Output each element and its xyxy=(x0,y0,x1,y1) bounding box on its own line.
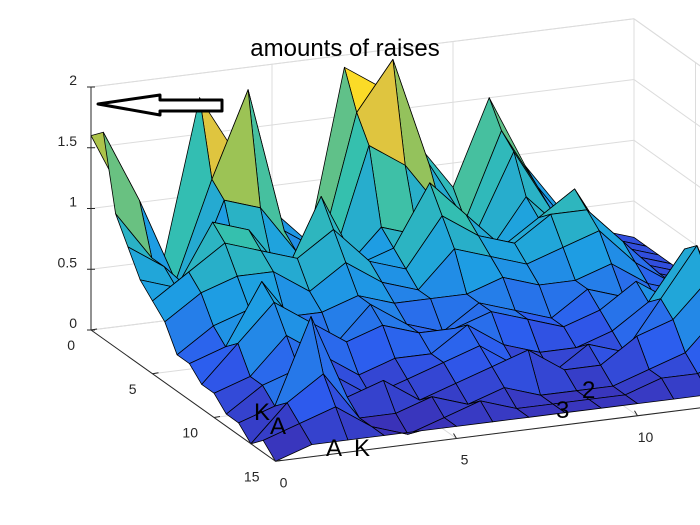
annotation-a-bottom: A xyxy=(326,435,342,462)
y-axis-line xyxy=(275,407,700,462)
y-tick-mark xyxy=(272,455,276,462)
x-tick-label: 0 xyxy=(67,337,75,353)
gridline xyxy=(633,139,700,188)
x-axis-line xyxy=(90,329,276,462)
z-tick-label: 1 xyxy=(69,194,77,210)
x-tick-label: 15 xyxy=(244,468,260,484)
surface-facet xyxy=(262,423,313,462)
x-tick-label: 10 xyxy=(182,425,198,441)
y-tick-mark xyxy=(453,433,457,439)
x-tick-mark xyxy=(213,416,221,418)
y-tick-mark xyxy=(634,410,638,417)
x-tick-mark xyxy=(90,328,98,331)
annotation-k-bottom: K xyxy=(354,435,370,462)
annotation-a-left: A xyxy=(270,413,286,440)
arrow-icon xyxy=(96,93,224,117)
gridline xyxy=(90,18,635,88)
x-tick-label: 5 xyxy=(129,381,137,397)
surface-layer xyxy=(90,59,700,462)
chart-title: amounts of raises xyxy=(250,35,439,62)
z-tick-label: 0 xyxy=(69,315,77,331)
x-tick-mark xyxy=(275,459,282,462)
annotation-3: 3 xyxy=(556,397,569,424)
z-tick-label: 1.5 xyxy=(58,133,78,149)
annotation-k-left: K xyxy=(254,399,270,426)
x-tick-mark xyxy=(152,372,159,375)
axes-layer: 00.511.52051015051015 xyxy=(58,72,700,490)
gridline xyxy=(633,79,700,128)
y-tick-label: 0 xyxy=(280,474,288,490)
gridline xyxy=(633,200,700,249)
gridline xyxy=(633,18,700,67)
z-tick-label: 0.5 xyxy=(58,254,78,270)
box-edge xyxy=(633,18,700,67)
y-tick-label: 5 xyxy=(461,452,469,468)
y-tick-label: 10 xyxy=(638,429,654,445)
z-tick-label: 2 xyxy=(69,72,77,88)
annotation-2: 2 xyxy=(582,377,595,404)
